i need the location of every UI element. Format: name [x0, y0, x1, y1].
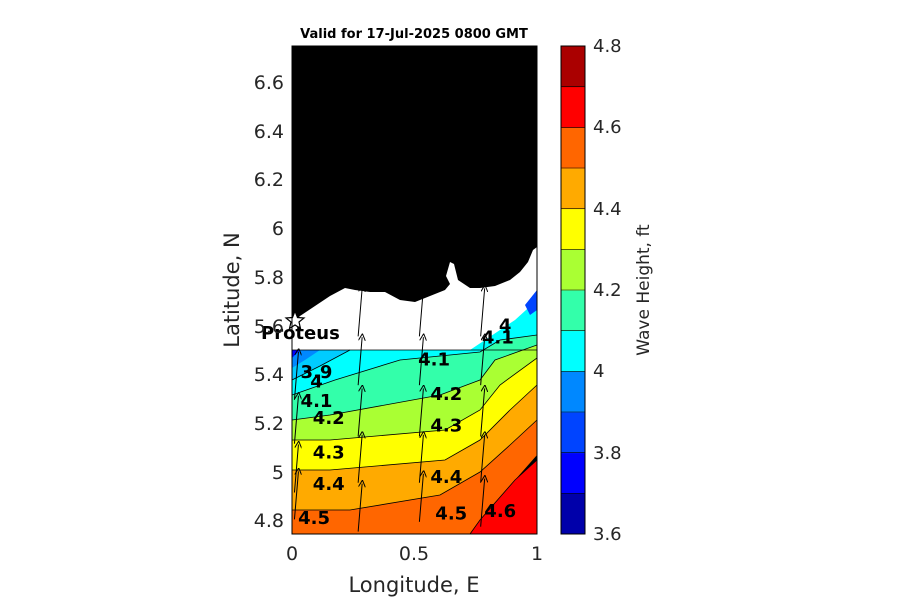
x-axis: 0 0.5 1 [286, 543, 543, 565]
band-4.6 [292, 460, 537, 534]
y-axis-label: Latitude, N [220, 232, 244, 348]
chart-title: Valid for 17-Jul-2025 0800 GMT [300, 27, 528, 42]
contour-lines [292, 334, 537, 534]
wave-arrow [418, 288, 423, 337]
colorbar-tick-label: 3.8 [593, 443, 622, 464]
wave-arrow [293, 396, 298, 444]
y-tick-label: 6.4 [254, 121, 284, 143]
x-tick-label: 0 [286, 543, 298, 565]
colorbar-segment [561, 330, 585, 372]
contour-label: 4.5 [435, 503, 467, 524]
colorbar-segment [561, 249, 585, 291]
colorbar-frame [560, 45, 586, 535]
y-axis: 4.8 5 5.2 5.4 5.6 5.8 6 6.2 6.4 6.6 [254, 72, 284, 532]
wave-arrow [480, 337, 485, 386]
band-4.4 [292, 385, 537, 510]
station-marker: Proteus [261, 309, 340, 344]
wave-arrow [293, 445, 298, 493]
contour-label: 4.4 [430, 467, 462, 488]
plot-frame [291, 45, 538, 535]
contour-label: 4.1 [418, 350, 450, 371]
colorbar-segment [561, 371, 585, 413]
wave-arrow [480, 288, 485, 337]
colorbar-label: Wave Height, ft [634, 224, 654, 356]
contour-label: 4.2 [430, 384, 462, 405]
wave-arrow [357, 388, 362, 437]
wave-arrow [480, 388, 485, 437]
band-4.2 [292, 345, 537, 440]
wave-arrow [357, 288, 362, 337]
wave-arrow [418, 337, 423, 386]
map-area: 3.944.14.24.34.44.54.14.24.34.44.5 4.644.… [292, 46, 537, 534]
colorbar-segment [561, 127, 585, 169]
colorbar-segment [561, 86, 585, 128]
wave-arrow [357, 435, 362, 483]
contour-label: 3.9 [301, 362, 333, 383]
contour-labels: 3.944.14.24.34.44.54.14.24.34.44.5 4.644.… [298, 315, 516, 529]
x-axis-label: Longitude, E [348, 573, 479, 597]
band-4.1 [292, 335, 537, 420]
colorbar-segments [561, 46, 585, 535]
wave-arrow [418, 474, 423, 522]
colorbar-tick-label: 4.6 [593, 117, 622, 138]
contour-label: 4.1 [482, 328, 514, 349]
colorbar-tick-label: 4.2 [593, 280, 622, 301]
wave-arrow [357, 337, 362, 386]
colorbar-tick-label: 4 [593, 361, 604, 382]
colorbar-segment [561, 412, 585, 454]
wave-direction-arrows [293, 288, 485, 532]
wave-arrow [480, 479, 485, 527]
colorbar-segment [561, 452, 585, 494]
y-tick-label: 5 [272, 462, 284, 484]
colorbar-tick-label: 4.4 [593, 199, 622, 220]
y-tick-label: 6.2 [254, 169, 284, 191]
band-ne-corner [525, 290, 537, 315]
wave-arrow [418, 435, 423, 483]
wave-arrow [357, 484, 362, 532]
colorbar: 3.6 3.8 4 4.2 4.4 4.6 4.8 Wave Height, f… [560, 36, 654, 545]
station-label: Proteus [261, 323, 340, 344]
colorbar-tick-label: 4.8 [593, 36, 622, 57]
x-tick-label: 1 [531, 543, 543, 565]
wave-arrow [418, 388, 423, 437]
colorbar-segment [561, 168, 585, 210]
y-tick-label: 5.2 [254, 413, 284, 435]
y-tick-label: 6 [272, 218, 284, 240]
wave-arrow [480, 435, 485, 483]
colorbar-segment [561, 208, 585, 250]
contour-label: 4.1 [301, 391, 333, 412]
y-tick-label: 4.8 [254, 510, 284, 532]
y-tick-label: 5.8 [254, 267, 284, 289]
colorbar-tick-label: 3.6 [593, 524, 622, 545]
contour-label: 4.3 [313, 442, 345, 463]
wave-arrow [293, 471, 298, 520]
x-tick-label: 0.5 [399, 543, 429, 565]
contour-label: 4 [499, 315, 512, 336]
y-tick-label: 5.6 [254, 316, 284, 338]
colorbar-segment [561, 290, 585, 332]
colorbar-segment [561, 493, 585, 535]
contour-label: 4.4 [313, 474, 345, 495]
colorbar-segment [561, 46, 585, 88]
y-tick-label: 5.4 [254, 364, 284, 386]
star-icon [284, 309, 306, 330]
band-4.0 [292, 300, 537, 395]
contour-label: 4 [310, 372, 323, 393]
contour-label: 4.6 [484, 501, 516, 522]
band-4.5 [292, 420, 537, 534]
wave-arrow [293, 352, 298, 400]
contour-label: 4.3 [430, 416, 462, 437]
y-tick-label: 6.6 [254, 72, 284, 94]
contour-label: 4.2 [313, 408, 345, 429]
coastline-band [292, 247, 537, 350]
contour-label: 4.5 [298, 508, 330, 529]
